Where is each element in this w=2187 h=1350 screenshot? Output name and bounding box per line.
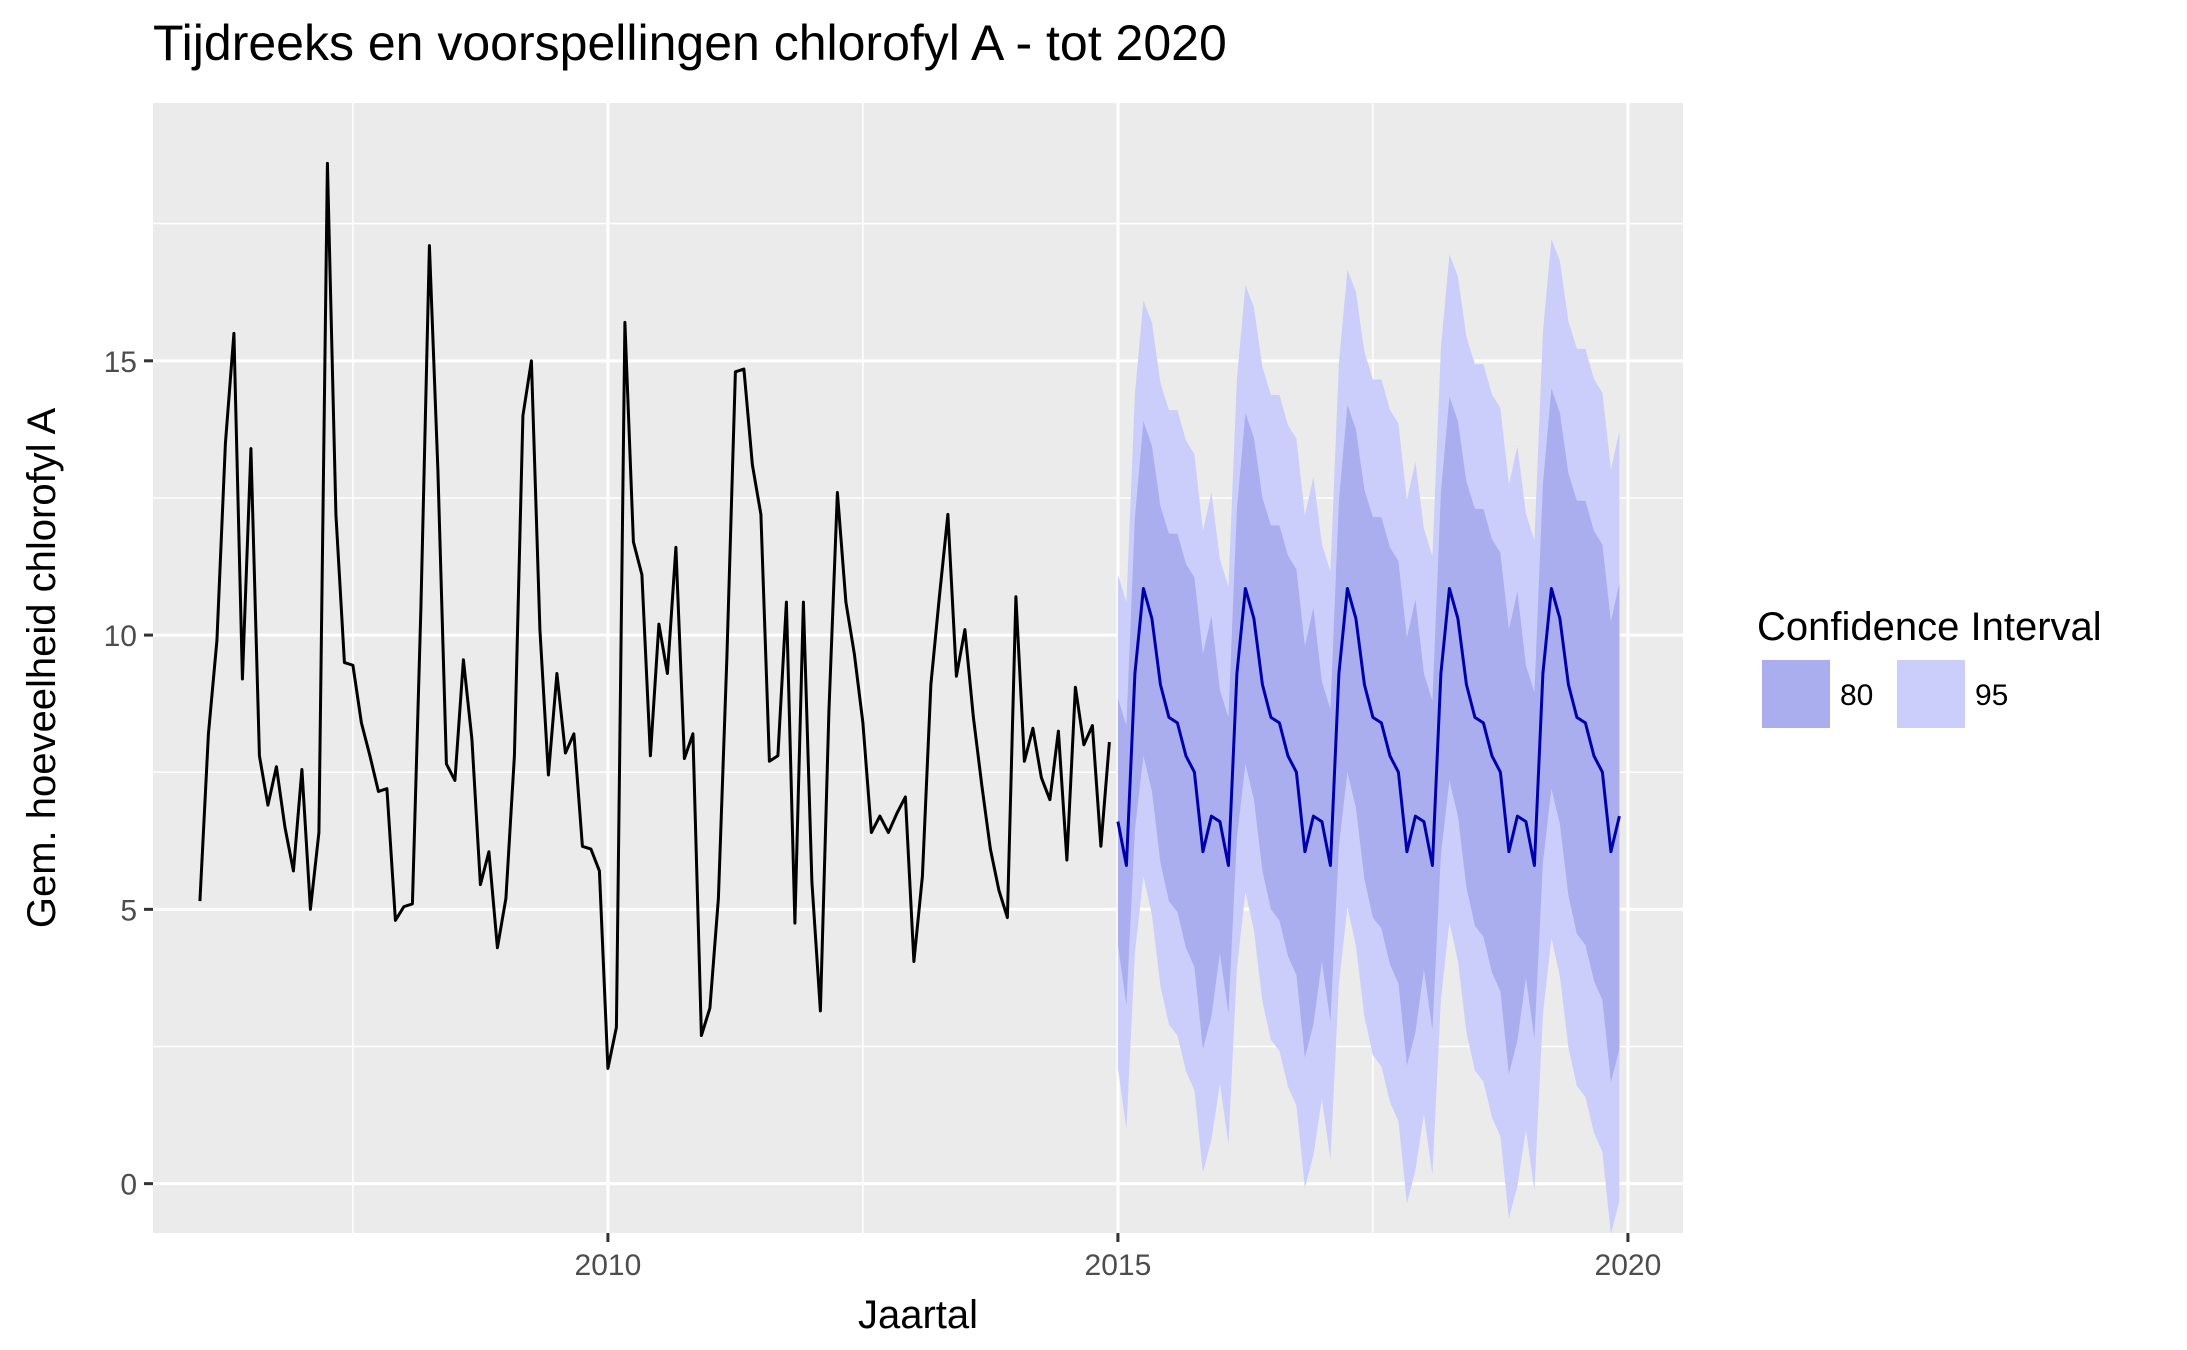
legend-key-95: [1897, 660, 1965, 728]
y-axis: 0 5 10 15: [104, 346, 153, 1202]
chart-title: Tijdreeks en voorspellingen chlorofyl A …: [153, 15, 1227, 71]
x-axis: 2010 2015 2020: [575, 1233, 1662, 1282]
x-axis-title: Jaartal: [858, 1293, 978, 1337]
y-tick-label: 5: [120, 894, 137, 927]
ci80-bands: [1117, 388, 1620, 1083]
series-layer: [198, 161, 1621, 1070]
observed-line: [198, 161, 1111, 1070]
legend-label-80: 80: [1840, 679, 1873, 712]
x-tick-label: 2020: [1595, 1249, 1662, 1282]
forecast-line: [1116, 586, 1621, 867]
legend: Confidence Interval 80 95: [1757, 605, 2102, 728]
legend-title: Confidence Interval: [1757, 605, 2102, 649]
y-tick-label: 0: [120, 1169, 137, 1202]
x-tick-label: 2010: [575, 1249, 642, 1282]
y-tick-label: 10: [104, 620, 137, 653]
ci80-band: [1117, 388, 1620, 1083]
y-tick-label: 15: [104, 346, 137, 379]
x-tick-label: 2015: [1085, 1249, 1152, 1282]
y-axis-title: Gem. hoeveelheid chlorofyl A: [20, 408, 64, 929]
legend-label-95: 95: [1975, 679, 2008, 712]
legend-key-80: [1762, 660, 1830, 728]
